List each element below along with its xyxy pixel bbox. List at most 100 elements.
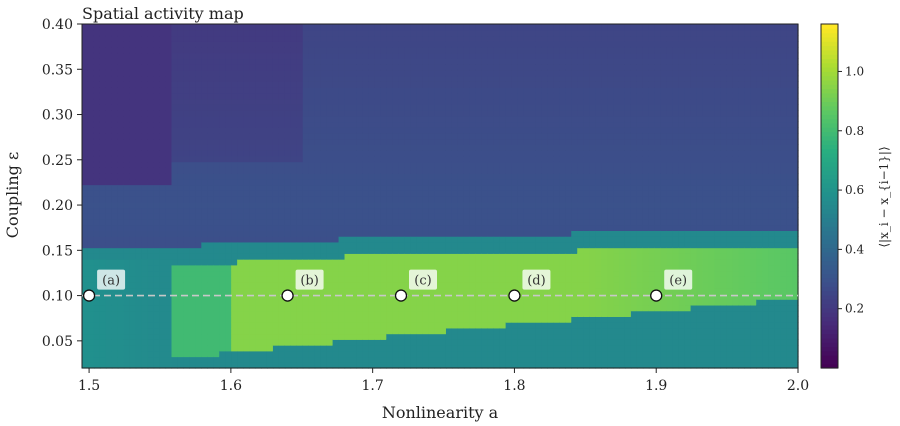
heatmap-cell [398, 75, 405, 82]
heatmap-cell [177, 24, 185, 31]
heatmap-cell [445, 52, 453, 59]
heatmap-cell [475, 69, 483, 77]
heatmap-cell [386, 224, 393, 231]
heatmap-cell [493, 196, 501, 203]
heatmap-cell [434, 304, 441, 312]
heatmap-cell [547, 350, 554, 358]
heatmap-cell [135, 46, 143, 54]
heatmap-cell [302, 64, 310, 71]
heatmap-cell [463, 259, 471, 266]
heatmap-cell [249, 161, 256, 168]
heatmap-cell [147, 247, 155, 254]
heatmap-cell [350, 52, 358, 59]
heatmap-cell [529, 201, 537, 209]
heatmap-cell [416, 115, 423, 123]
heatmap-cell [517, 201, 525, 209]
heatmap-cell [440, 24, 447, 31]
heatmap-cell [457, 161, 465, 168]
heatmap-cell [225, 287, 232, 295]
heatmap-cell [428, 213, 435, 220]
heatmap-cell [487, 270, 495, 277]
heatmap-cell [505, 270, 513, 277]
heatmap-cell [219, 247, 226, 254]
heatmap-cell [171, 110, 179, 117]
heatmap-cell [529, 98, 537, 105]
heatmap-cell [231, 327, 238, 335]
heatmap-cell [559, 218, 566, 226]
heatmap-cell [207, 247, 214, 254]
heatmap-cell [481, 230, 489, 237]
heatmap-cell [195, 310, 202, 317]
heatmap-cell [320, 304, 328, 312]
heatmap-cell [320, 190, 328, 197]
heatmap-cell [183, 92, 190, 100]
heatmap-cell [505, 29, 513, 37]
heatmap-cell [332, 69, 340, 77]
heatmap-cell [237, 276, 244, 283]
heatmap-cell [225, 127, 232, 134]
heatmap-cell [535, 81, 543, 88]
heatmap-cell [535, 241, 543, 249]
heatmap-cell [416, 64, 423, 71]
heatmap-cell [529, 218, 537, 226]
heatmap-cell [249, 196, 256, 203]
heatmap-cell [392, 92, 399, 100]
heatmap-cell [255, 167, 262, 174]
heatmap-cell [505, 264, 513, 272]
heatmap-cell [135, 253, 143, 260]
heatmap-cell [278, 52, 286, 59]
heatmap-cell [117, 24, 125, 31]
heatmap-cell [266, 241, 274, 249]
heatmap-cell [398, 241, 405, 249]
heatmap-cell [356, 92, 364, 100]
heatmap-cell [201, 259, 208, 266]
heatmap-cell [457, 356, 465, 363]
heatmap-cell [440, 241, 447, 249]
heatmap-cell [141, 304, 149, 312]
heatmap-cell [440, 264, 447, 272]
heatmap-cell [571, 29, 578, 37]
heatmap-cell [469, 259, 477, 266]
heatmap-cell [440, 327, 447, 335]
heatmap-cell [261, 144, 268, 151]
heatmap-cell [523, 213, 531, 220]
heatmap-cell [320, 52, 328, 59]
heatmap-cell [266, 87, 274, 94]
heatmap-cell [117, 259, 125, 266]
heatmap-cell [559, 104, 566, 111]
heatmap-cell [434, 287, 441, 295]
heatmap-cell [344, 121, 352, 128]
heatmap-cell [183, 259, 190, 266]
heatmap-cell [284, 247, 292, 254]
heatmap-cell [505, 35, 513, 42]
heatmap-cell [278, 81, 286, 88]
heatmap-cell [422, 167, 429, 174]
heatmap-cell [440, 178, 447, 186]
heatmap-cell [356, 184, 364, 191]
heatmap-cell [326, 287, 334, 295]
heatmap-cell [201, 218, 208, 226]
heatmap-cell [82, 230, 89, 237]
heatmap-cell [529, 333, 537, 340]
heatmap-cell [374, 104, 381, 111]
heatmap-cell [463, 241, 471, 249]
heatmap-cell [523, 173, 531, 180]
heatmap-cell [261, 218, 268, 226]
heatmap-cell [541, 316, 548, 323]
heatmap-cell [308, 287, 316, 295]
heatmap-cell [117, 98, 125, 105]
heatmap-cell [141, 173, 149, 180]
heatmap-cell [445, 339, 453, 346]
heatmap-cell [141, 241, 149, 249]
heatmap-cell [565, 121, 572, 128]
heatmap-cell [213, 87, 220, 94]
heatmap-cell [547, 322, 554, 329]
heatmap-cell [422, 213, 429, 220]
heatmap-cell [141, 98, 149, 105]
heatmap-cell [153, 87, 161, 94]
heatmap-cell [249, 121, 256, 128]
heatmap-cell [159, 310, 167, 317]
heatmap-cell [451, 24, 459, 31]
heatmap-cell [320, 218, 328, 226]
heatmap-cell [422, 138, 429, 145]
